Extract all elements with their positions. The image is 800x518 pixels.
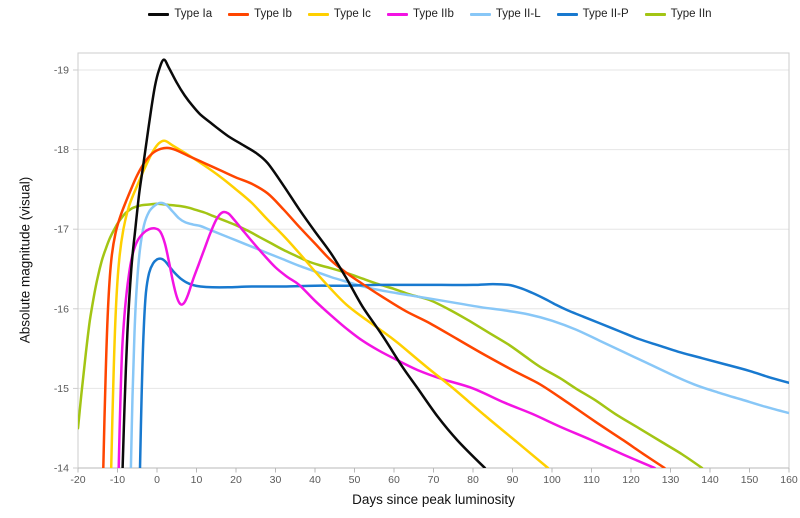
legend-swatch [228,12,250,16]
x-tick-label: 80 [467,474,479,486]
series-line-type-ic [109,139,550,468]
legend-label: Type Ia [174,8,213,20]
y-axis-title: Absolute magnitude (visual) [17,176,33,344]
x-tick-label: -10 [110,474,125,486]
series-line-type-ii-p [138,257,789,468]
legend-item-type-ii-l: Type II-L [469,8,541,20]
y-tick-label: -18 [54,144,69,156]
x-tick-label: 60 [388,474,400,486]
legend-swatch [148,12,170,16]
legend-label: Type IIn [670,8,712,20]
series-line-type-iib [117,210,656,468]
x-tick-label: 70 [428,474,440,486]
x-tick-label: 150 [741,474,759,486]
legend-label: Type IIb [412,8,454,20]
axis-ticks: -20 -10 0 10 20 30 40 50 60 70 80 90 100 110 120 130 140… [54,65,798,487]
legend-item-type-iib: Type IIb [386,8,454,20]
y-tick-label: -15 [54,383,69,395]
x-tick-label: 50 [349,474,361,486]
legend-item-type-ii-p: Type II-P [556,8,629,20]
x-tick-label: 120 [622,474,640,486]
x-tick-label: 0 [154,474,160,486]
legend-label: Type Ib [254,8,292,20]
x-axis-title: Days since peak luminosity [352,492,515,507]
legend-item-type-iin: Type IIn [644,8,712,20]
x-tick-label: 10 [191,474,203,486]
legend-swatch [307,12,329,16]
legend-swatch [469,12,491,16]
x-tick-label: 140 [701,474,719,486]
legend-item-type-ia: Type Ia [148,8,212,20]
series-lines [78,58,789,468]
x-tick-label: 160 [780,474,798,486]
legend-label: Type II-P [582,8,629,20]
legend-swatch [556,12,578,16]
series-line-type-ia [121,58,487,468]
x-tick-label: -20 [70,474,85,486]
x-tick-label: 40 [309,474,321,486]
legend-item-type-ib: Type Ib [228,8,292,20]
x-tick-label: 90 [507,474,519,486]
legend-label: Type Ic [333,8,371,20]
legend-swatch [644,12,666,16]
x-tick-label: 30 [270,474,282,486]
y-tick-label: -14 [54,463,69,475]
x-tick-label: 100 [543,474,561,486]
y-tick-label: -16 [54,303,69,315]
series-line-type-ib [102,146,666,468]
legend-label: Type II-L [495,8,541,20]
y-tick-label: -17 [54,224,69,236]
legend-item-type-ic: Type Ic [307,8,371,20]
series-line-type-ii-l [129,201,789,468]
gridlines [78,69,789,469]
legend-swatch [386,12,408,16]
y-tick-label: -19 [54,65,69,77]
x-tick-label: 110 [583,474,600,486]
x-tick-label: 130 [662,474,680,486]
chart-legend: Type Ia Type Ib Type Ic Type IIb Type II-L Ty… [60,8,800,20]
plot-border [77,52,790,469]
x-tick-label: 20 [230,474,242,486]
